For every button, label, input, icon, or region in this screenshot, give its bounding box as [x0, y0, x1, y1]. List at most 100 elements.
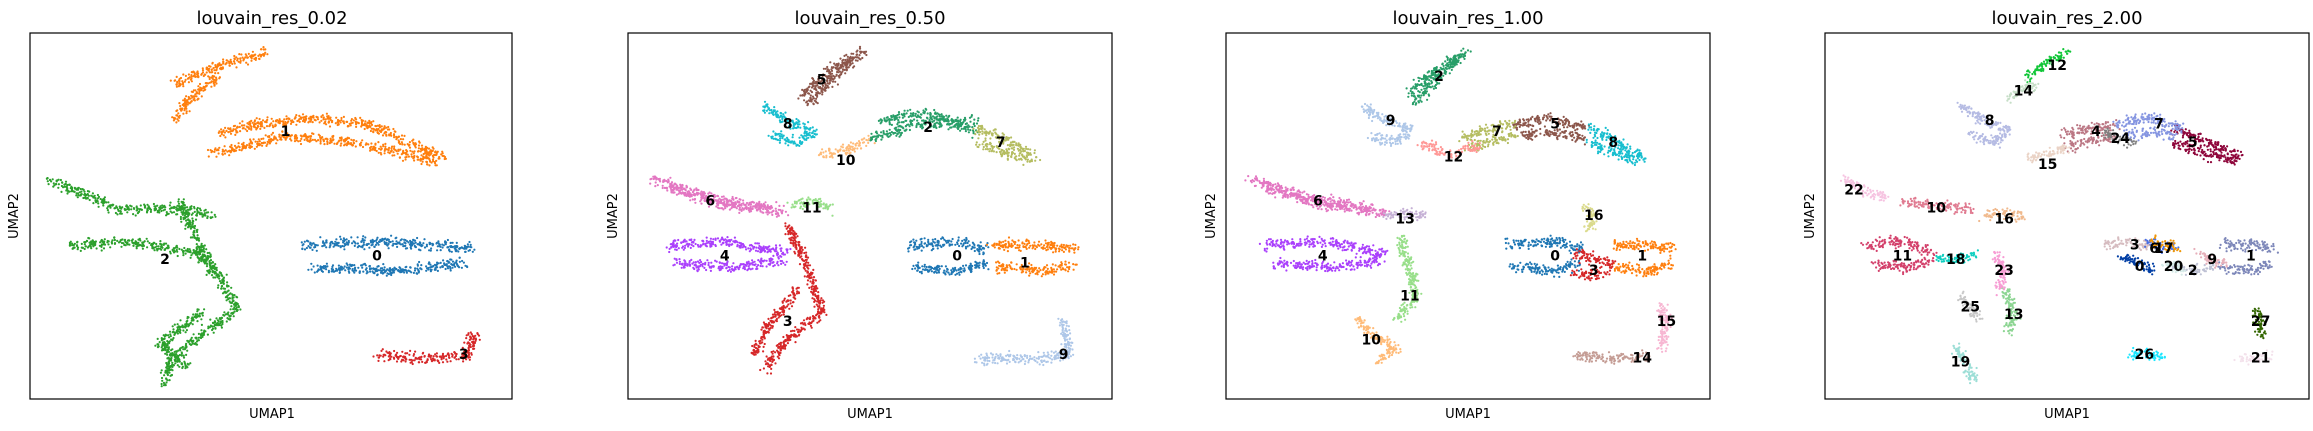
cluster-label-7: 7 — [1492, 124, 1502, 140]
y-axis-label: UMAP2 — [1803, 193, 1818, 239]
cluster-label-2: 2 — [2188, 263, 2198, 279]
cluster-label-14: 14 — [1632, 351, 1652, 367]
cluster-3-points — [2103, 236, 2151, 252]
cluster-16-points — [1978, 207, 2026, 223]
cluster-label-8: 8 — [1985, 113, 1995, 129]
cluster-label-24: 24 — [2110, 131, 2130, 147]
cluster-20-points — [2161, 260, 2186, 276]
cluster-label-12: 12 — [1444, 149, 1463, 165]
x-axis-label: UMAP1 — [1445, 407, 1491, 422]
cluster-0-points — [1504, 234, 1584, 278]
cluster-label-6: 6 — [1313, 193, 1323, 209]
cluster-1-points — [985, 236, 1080, 278]
cluster-label-9: 9 — [1386, 113, 1396, 129]
cluster-12-points — [2024, 48, 2072, 84]
cluster-label-12: 12 — [2048, 58, 2067, 74]
cluster-label-9: 9 — [2207, 252, 2217, 268]
cluster-label-6: 6 — [2149, 241, 2159, 257]
cluster-label-4: 4 — [2091, 124, 2101, 140]
cluster-label-18: 18 — [1946, 252, 1965, 268]
cluster-label-15: 15 — [1657, 314, 1676, 330]
cluster-label-5: 5 — [1550, 117, 1560, 133]
cluster-0-points — [907, 236, 990, 276]
cluster-10-points — [1899, 196, 1975, 215]
cluster-12-points — [1416, 139, 1482, 160]
cluster-label-23: 23 — [1994, 263, 2013, 279]
cluster-label-0: 0 — [952, 248, 962, 264]
panel-title: louvain_res_1.00 — [1392, 8, 1543, 29]
cluster-label-0: 0 — [2135, 259, 2145, 275]
cluster-label-8: 8 — [783, 117, 793, 133]
cluster-label-10: 10 — [1361, 332, 1381, 348]
cluster-label-13: 13 — [1395, 212, 1414, 228]
panel-title: louvain_res_0.50 — [794, 8, 945, 29]
cluster-label-11: 11 — [1893, 248, 1912, 264]
cluster-label-14: 14 — [2014, 84, 2034, 100]
x-axis-label: UMAP1 — [847, 407, 893, 422]
cluster-label-1: 1 — [1020, 256, 1030, 272]
cluster-label-10: 10 — [1927, 201, 1947, 217]
cluster-label-6: 6 — [705, 193, 715, 209]
cluster-labels: 0 1 2 3 — [160, 124, 469, 363]
x-axis-label: UMAP1 — [249, 407, 295, 422]
cluster-label-16: 16 — [1584, 208, 1603, 224]
cluster-4-points — [665, 236, 792, 273]
cluster-label-3: 3 — [2130, 237, 2140, 253]
cluster-8-points — [762, 100, 819, 147]
cluster-label-2: 2 — [1434, 69, 1444, 85]
cluster-label-17: 17 — [2154, 241, 2173, 257]
cluster-label-16: 16 — [1994, 212, 2013, 228]
cluster-label-8: 8 — [1608, 135, 1618, 151]
cluster-8-points — [1956, 101, 2012, 149]
panel-louvain-res-2-00: louvain_res_2.00 01234567891011121314151… — [1803, 8, 2310, 422]
cluster-9-points — [973, 317, 1075, 367]
cluster-label-4: 4 — [1318, 248, 1328, 264]
cluster-labels: 0123456789101112131415161718192021222324… — [1844, 58, 2270, 370]
cluster-13-points — [2000, 286, 2022, 337]
cluster-21-points — [2233, 349, 2274, 366]
plot-frame — [627, 32, 1113, 400]
cluster-18-points — [1935, 249, 1979, 264]
cluster-23-points — [1991, 250, 2011, 297]
cluster-label-11: 11 — [1400, 289, 1419, 305]
cluster-16-points — [1581, 203, 1598, 233]
cluster-label-15: 15 — [2038, 157, 2057, 173]
y-axis-label: UMAP2 — [606, 193, 621, 239]
cluster-label-26: 26 — [2135, 347, 2154, 363]
cluster-6-points — [1244, 175, 1391, 219]
cluster-label-13: 13 — [2004, 307, 2023, 323]
cluster-label-0: 0 — [372, 248, 382, 264]
cluster-14-points — [2006, 79, 2040, 104]
cluster-0-points — [2116, 253, 2156, 276]
cluster-5-points — [797, 45, 868, 107]
cluster-label-5: 5 — [817, 73, 827, 89]
cluster-3-points — [1569, 248, 1617, 282]
scatter-points — [45, 46, 481, 388]
cluster-9-points — [1360, 102, 1414, 147]
cluster-labels: 0 1 2 3 4 5 6 7 8 9 10 11 — [705, 73, 1068, 364]
cluster-15-points — [1656, 302, 1673, 353]
cluster-label-5: 5 — [2188, 135, 2198, 151]
cluster-0-points — [300, 234, 476, 277]
cluster-label-1: 1 — [281, 124, 291, 140]
cluster-11-points — [1860, 234, 1938, 276]
panel-title: louvain_res_0.02 — [196, 8, 347, 29]
panel-title: louvain_res_2.00 — [1991, 8, 2142, 29]
cluster-14-points — [1572, 349, 1651, 365]
cluster-label-27: 27 — [2251, 314, 2270, 330]
cluster-label-4: 4 — [720, 248, 730, 264]
cluster-label-7: 7 — [996, 135, 1006, 151]
cluster-4-points — [2059, 119, 2121, 154]
cluster-11-points — [786, 196, 834, 217]
cluster-label-9: 9 — [1059, 347, 1069, 363]
cluster-label-0: 0 — [1550, 248, 1560, 264]
cluster-2-points — [869, 107, 980, 143]
cluster-25-points — [1957, 290, 1984, 323]
cluster-10-points — [817, 134, 876, 159]
cluster-26-points — [2127, 346, 2166, 362]
panel-louvain-res-0-50: louvain_res_0.50 0 1 2 3 4 5 6 7 8 9 10 11 UMAP1 UM… — [606, 8, 1113, 422]
cluster-19-points — [1950, 342, 1979, 385]
scatter-points — [1244, 47, 1677, 365]
